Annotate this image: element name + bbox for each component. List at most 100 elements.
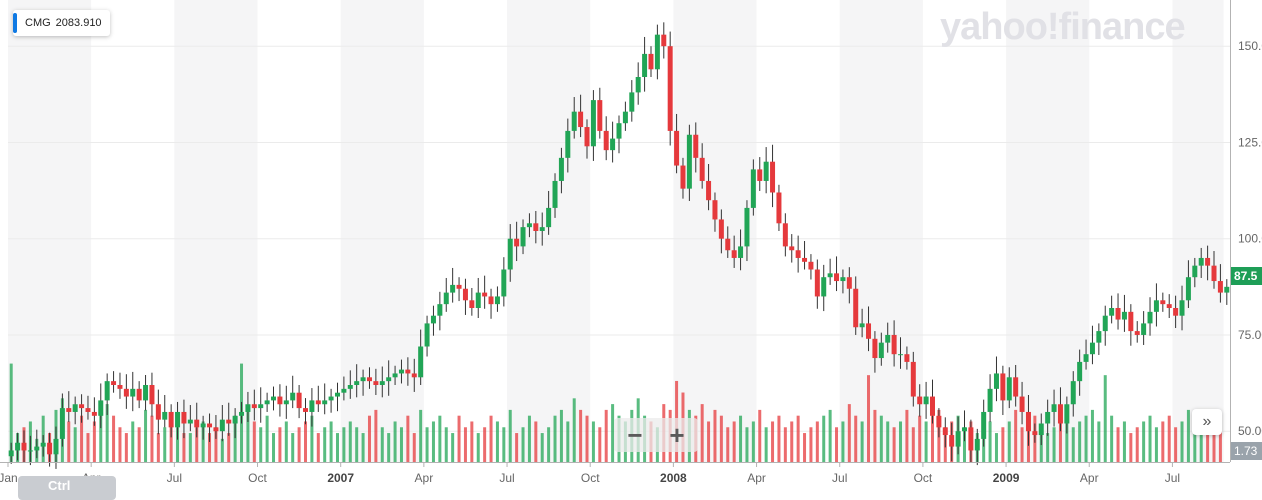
candle-body: [617, 123, 622, 138]
volume-bar: [342, 427, 345, 462]
legend-color-bar: [13, 13, 17, 33]
candle-body: [450, 285, 455, 293]
volume-bar: [816, 421, 819, 462]
candle-body: [725, 239, 730, 251]
volume-bar: [381, 427, 384, 462]
volume-bar: [1187, 410, 1190, 462]
candle-body: [1135, 331, 1140, 335]
candle-body: [757, 169, 762, 181]
x-tick-label: Jul: [1165, 471, 1180, 485]
y-tick-label: 75.00: [1238, 328, 1262, 342]
candle-body: [1020, 397, 1025, 412]
x-tick-label: Jul: [499, 471, 514, 485]
candle-body: [444, 293, 449, 305]
candle-body: [597, 100, 602, 131]
candle-body: [1090, 343, 1095, 355]
zoom-in-button[interactable]: +: [656, 418, 698, 452]
volume-bar: [566, 421, 569, 462]
candle-body: [431, 316, 436, 324]
candle-body: [732, 250, 737, 258]
volume-bar: [592, 421, 595, 462]
candle-body: [521, 227, 526, 246]
volume-bar: [438, 416, 441, 462]
candle-body: [201, 424, 206, 428]
volume-bar: [483, 427, 486, 462]
candle-body: [194, 420, 199, 428]
x-tick-label: 2007: [327, 471, 354, 485]
volume-bar: [771, 421, 774, 462]
candle-body: [482, 293, 487, 297]
x-tick-label: Apr: [415, 471, 434, 485]
candle-body: [962, 427, 967, 431]
candle-body: [21, 443, 26, 451]
volume-bar: [330, 421, 333, 462]
zoom-out-button[interactable]: −: [614, 418, 656, 452]
candle-body: [776, 193, 781, 224]
candle-body: [636, 77, 641, 92]
candle-body: [316, 400, 321, 404]
candle-body: [924, 397, 929, 405]
candle-body: [661, 35, 666, 47]
candle-body: [1064, 404, 1069, 423]
candle-body: [284, 400, 289, 404]
volume-bar: [765, 427, 768, 462]
x-tick-label: Apr: [747, 471, 766, 485]
candle-body: [1000, 373, 1005, 400]
candle-body: [668, 46, 673, 131]
candle-body: [796, 250, 801, 258]
candle-body: [930, 397, 935, 416]
volume-bar: [1046, 433, 1049, 462]
volume-bar: [893, 427, 896, 462]
candle-body: [680, 166, 685, 189]
candle-body: [149, 385, 154, 404]
candle-body: [783, 223, 788, 246]
volume-bar: [918, 416, 921, 462]
volume-bar: [400, 427, 403, 462]
volume-bar: [515, 433, 518, 462]
candle-body: [1173, 308, 1178, 316]
candle-body: [623, 112, 628, 124]
candle-body: [130, 389, 135, 397]
volume-bar: [1129, 433, 1132, 462]
candle-body: [380, 381, 385, 385]
volume-bar: [362, 433, 365, 462]
volume-bar: [803, 433, 806, 462]
candle-body: [73, 404, 78, 412]
volume-bar: [534, 421, 537, 462]
scroll-right-button[interactable]: »: [1192, 409, 1222, 435]
candle-body: [943, 427, 948, 435]
candle-body: [514, 239, 519, 247]
volume-bar: [707, 421, 710, 462]
volume-bar: [752, 421, 755, 462]
candle-body: [655, 35, 660, 70]
candle-body: [629, 92, 634, 111]
bottom-control-pill[interactable]: Ctrl: [18, 476, 116, 500]
volume-bar: [278, 427, 281, 462]
candle-body: [1077, 362, 1082, 381]
candle-body: [687, 135, 692, 189]
volume-bar: [1001, 427, 1004, 462]
volume-bar: [873, 410, 876, 462]
legend-value: 2083.910: [56, 17, 102, 29]
candle-body: [297, 393, 302, 408]
candle-body: [265, 400, 270, 404]
candle-body: [1199, 258, 1204, 266]
y-tick-label: 150.00: [1238, 39, 1262, 53]
volume-bar: [419, 410, 422, 462]
candle-body: [1084, 354, 1089, 362]
candle-body: [15, 443, 20, 451]
candle-body: [207, 424, 212, 428]
candle-body: [124, 389, 129, 397]
volume-bar: [259, 427, 262, 462]
volume-bar: [1149, 416, 1152, 462]
volume-bar: [777, 416, 780, 462]
symbol-legend[interactable]: CMG 2083.910: [13, 10, 110, 36]
volume-bar: [925, 421, 928, 462]
candle-body: [828, 273, 833, 277]
candle-body: [975, 439, 980, 451]
candle-body: [585, 127, 590, 146]
candle-body: [1013, 377, 1018, 396]
volume-bar: [733, 421, 736, 462]
candle-body: [994, 373, 999, 388]
candle-body: [892, 335, 897, 354]
